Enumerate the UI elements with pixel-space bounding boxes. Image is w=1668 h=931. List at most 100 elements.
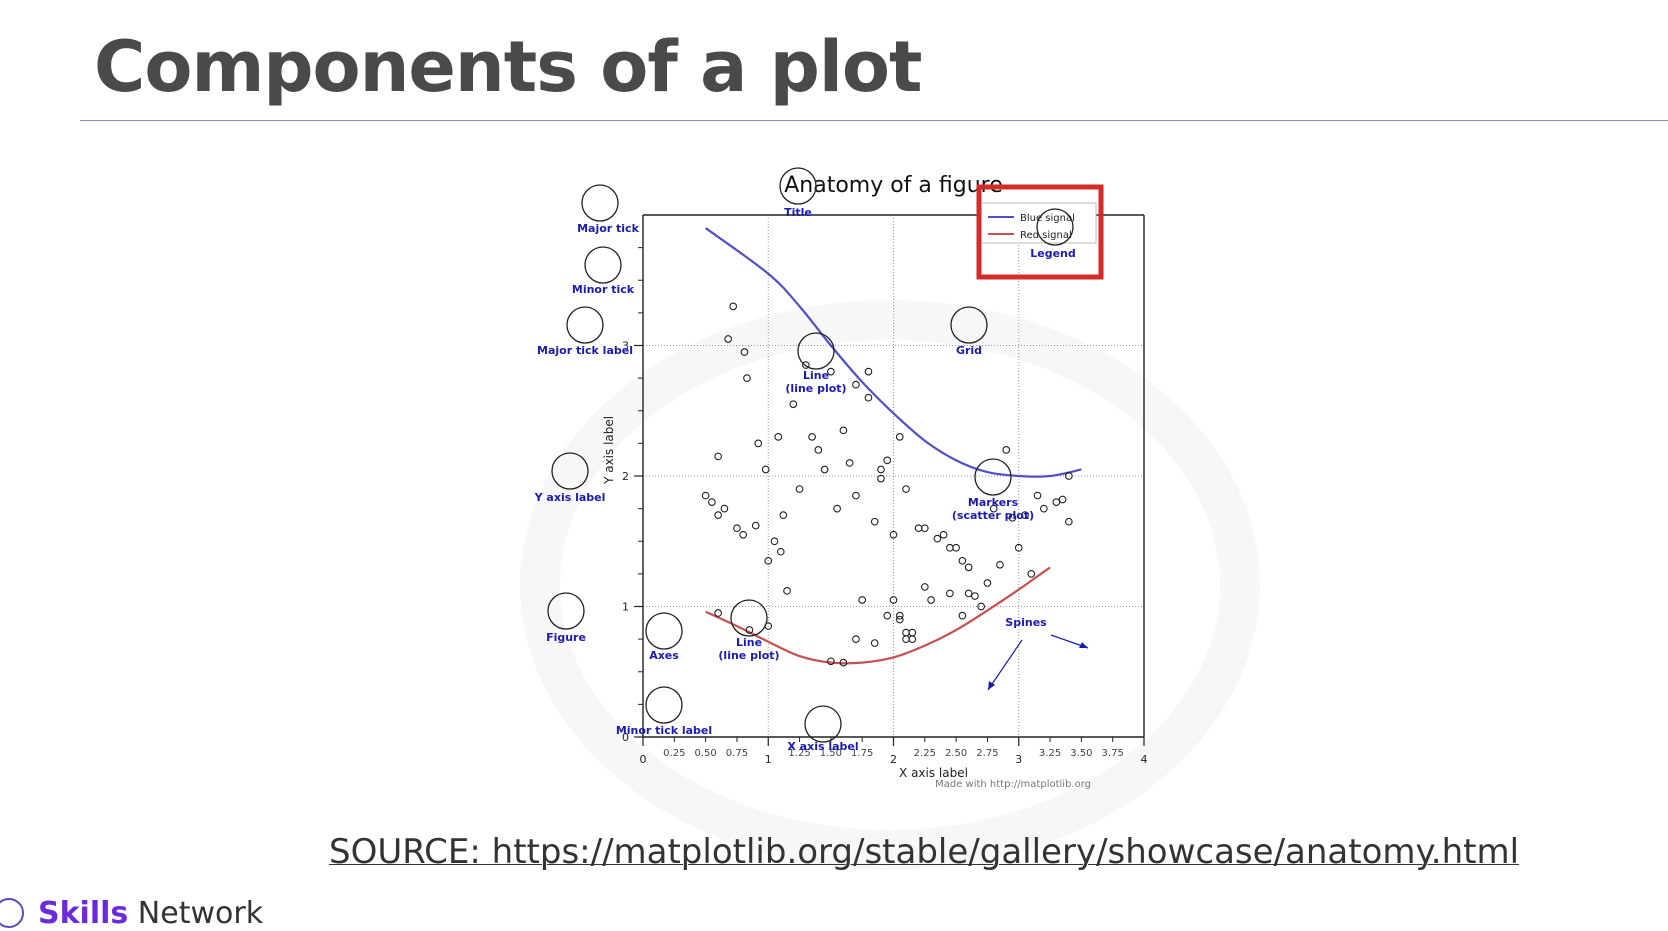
blue-signal-line <box>704 227 1082 478</box>
annotation-major-tick-label-circle <box>566 306 604 344</box>
y-major-tick-label: 0 <box>622 731 629 744</box>
annotation-minor-tick-label: Minor tick <box>572 283 635 296</box>
spines-arrowhead-2 <box>1079 642 1088 648</box>
red-signal-line <box>705 566 1051 665</box>
x-minor-tick-label: 3.50 <box>1070 748 1092 759</box>
scatter-marker <box>745 626 754 634</box>
annotation-major-tick-label-label: Major tick label <box>537 344 633 357</box>
scatter-marker <box>977 602 986 611</box>
scatter-marker <box>845 459 854 467</box>
scatter-marker <box>776 547 785 556</box>
scatter-marker <box>724 335 733 343</box>
scatter-marker <box>902 635 910 643</box>
scatter-marker <box>1014 543 1023 552</box>
spines-arrowhead-1 <box>988 681 995 690</box>
y-axis-label: Y axis label <box>602 416 616 485</box>
scatter-marker <box>946 589 954 598</box>
annotation-major-tick-circle <box>581 184 619 222</box>
x-minor-tick-label: 2.25 <box>914 748 936 759</box>
scatter-marker <box>714 609 722 617</box>
scatter-marker <box>864 367 873 376</box>
scatter-marker <box>920 583 929 591</box>
annotation-line-blue-circle <box>797 332 835 370</box>
x-minor-tick-label: 1.75 <box>851 748 873 759</box>
scatter-marker <box>920 524 929 533</box>
scatter-marker <box>701 491 710 500</box>
y-major-tick-label: 3 <box>622 340 629 353</box>
x-minor-tick-label: 0.50 <box>694 748 716 759</box>
anatomy-figure: 0 1 2 3 4 0.25 0.50 0.75 1.25 1.50 1.75 2.25 2.50 2.7… <box>534 165 1180 815</box>
scatter-marker <box>852 380 860 389</box>
x-major-tick-label: 0 <box>640 753 647 766</box>
scatter-marker <box>1065 472 1073 480</box>
scatter-marker <box>883 611 892 620</box>
scatter-marker <box>902 628 910 637</box>
brand-footer: Skills Network <box>0 895 264 931</box>
scatter-marker <box>733 524 741 533</box>
scatter-marker <box>946 543 954 552</box>
scatter-marker <box>839 426 848 435</box>
scatter-marker <box>1065 517 1073 526</box>
annotation-markers-circle <box>974 458 1012 496</box>
scatter-marker <box>770 537 779 546</box>
legend-label: Blue signal <box>1020 213 1075 224</box>
scatter-marker <box>761 465 770 474</box>
scatter-marker <box>714 511 722 520</box>
source-link[interactable]: SOURCE: https://matplotlib.org/stable/ga… <box>329 832 1520 872</box>
scatter-marker <box>864 393 873 402</box>
title-divider <box>80 120 1668 121</box>
scatter-marker <box>858 596 867 604</box>
annotation-line-red-circle <box>730 599 768 637</box>
scatter-marker <box>983 579 992 587</box>
spines-arrow-1 <box>987 639 1023 691</box>
scatter-marker <box>814 446 823 454</box>
chart-title: Anatomy of a figure <box>784 173 1003 198</box>
annotation-grid-label: Grid <box>956 344 982 357</box>
scatter-marker <box>971 592 979 600</box>
scatter-marker <box>1027 570 1036 578</box>
x-minor-tick-label: 0.75 <box>726 748 748 759</box>
scatter-marker <box>808 433 816 441</box>
scatter-marker <box>889 596 898 604</box>
annotation-spines-label: Spines <box>1005 616 1047 629</box>
x-minor-tick-label: 3.75 <box>1102 748 1124 759</box>
scatter-marker <box>789 400 798 409</box>
legend-highlight-box <box>976 184 1104 280</box>
x-major-tick-label: 1 <box>765 753 772 766</box>
scatter-marker <box>895 615 904 624</box>
scatter-marker <box>729 302 738 311</box>
x-major-tick-label: 3 <box>1015 753 1022 766</box>
x-minor-tick-label: 2.50 <box>945 748 967 759</box>
scatter-marker <box>739 530 748 539</box>
scatter-marker <box>1058 495 1067 504</box>
annotation-title-label: Title <box>784 206 812 219</box>
annotation-minor-tick-label-label: Minor tick label <box>616 724 712 737</box>
scatter-marker <box>877 474 885 483</box>
annotation-y-axis-label-circle <box>551 452 589 490</box>
scatter-marker <box>708 498 716 506</box>
scatter-marker <box>852 635 860 643</box>
scatter-marker <box>1033 491 1042 500</box>
scatter-marker <box>774 433 783 441</box>
scatter-marker <box>795 485 804 493</box>
scatter-marker <box>740 348 749 356</box>
x-axis-label: X axis label <box>899 766 968 780</box>
scatter-marker <box>870 517 879 526</box>
slide-title: Components of a plot <box>94 26 922 108</box>
annotation-line-red-label: Line <box>736 636 762 649</box>
scatter-marker <box>1039 504 1048 513</box>
annotation-y-axis-label-label: Y axis label <box>534 491 606 504</box>
scatter-marker <box>1008 513 1017 522</box>
annotation-x-axis-label-label: X axis label <box>787 740 858 753</box>
scatter-marker <box>908 635 917 643</box>
scatter-marker <box>870 639 879 647</box>
x-minor-tick-label: 1.50 <box>820 748 842 759</box>
annotation-markers-label: (scatter plot) <box>952 509 1034 522</box>
scatter-marker <box>801 361 810 369</box>
scatter-marker <box>833 504 841 513</box>
scatter-marker <box>908 628 917 637</box>
brand-name-rest: Network <box>128 895 264 931</box>
scatter-marker <box>964 563 973 572</box>
scatter-marker <box>939 530 948 539</box>
scatter-marker <box>952 543 960 552</box>
